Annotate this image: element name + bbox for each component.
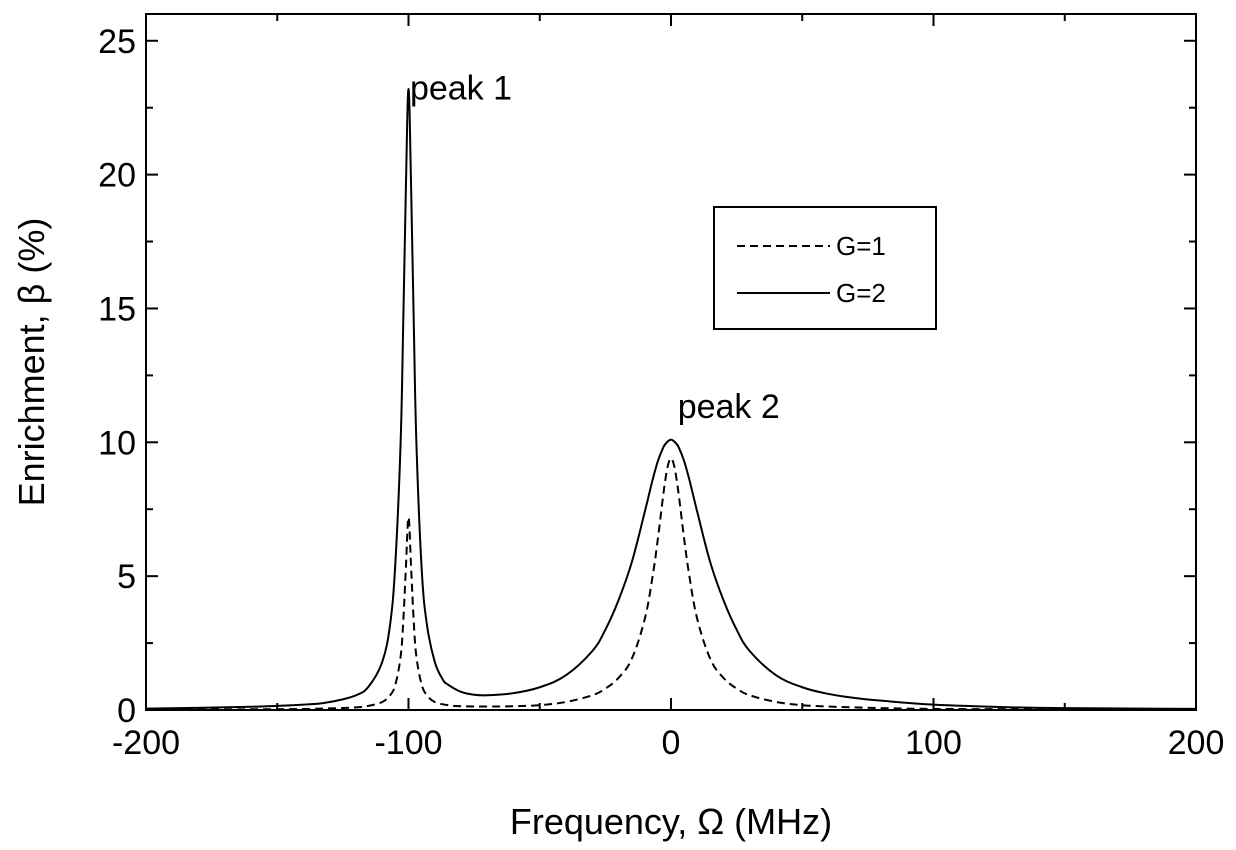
legend-label: G=2: [836, 278, 886, 308]
x-tick-label: 0: [662, 724, 681, 762]
y-axis-title: Enrichment, β (%): [11, 218, 52, 507]
legend-label: G=1: [836, 231, 886, 261]
annotations: peak 1 peak 2: [410, 70, 780, 427]
peak-annotation: peak 2: [678, 388, 780, 426]
axis-ticks: -200 -100 0 100 200 0 5 10 15 20 25: [98, 14, 1224, 762]
legend: G=1 G=2: [713, 206, 937, 330]
x-axis-title: Frequency, Ω (MHz): [510, 801, 832, 842]
y-tick-label: 15: [98, 290, 136, 328]
series-line-g1: [145, 457, 1197, 711]
plot-frame: [145, 13, 1197, 711]
peak-annotation: peak 1: [410, 70, 512, 108]
x-tick-label: -200: [112, 724, 180, 762]
y-tick-label: 5: [117, 558, 136, 596]
y-tick-label: 10: [98, 424, 136, 462]
legend-box: [713, 206, 937, 330]
x-tick-label: 200: [1168, 724, 1225, 762]
series-layer: [145, 87, 1197, 711]
y-tick-label: 20: [98, 157, 136, 195]
x-tick-label: 100: [905, 724, 962, 762]
y-tick-label: 25: [98, 23, 136, 61]
x-tick-label: -100: [374, 724, 442, 762]
series-line-g2: [145, 87, 1197, 710]
y-tick-label: 0: [117, 692, 136, 730]
